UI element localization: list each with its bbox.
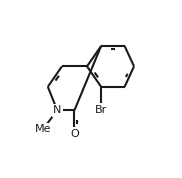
Text: O: O: [70, 129, 79, 139]
Text: Br: Br: [95, 105, 107, 115]
Text: Me: Me: [35, 124, 51, 134]
Text: N: N: [53, 105, 61, 115]
